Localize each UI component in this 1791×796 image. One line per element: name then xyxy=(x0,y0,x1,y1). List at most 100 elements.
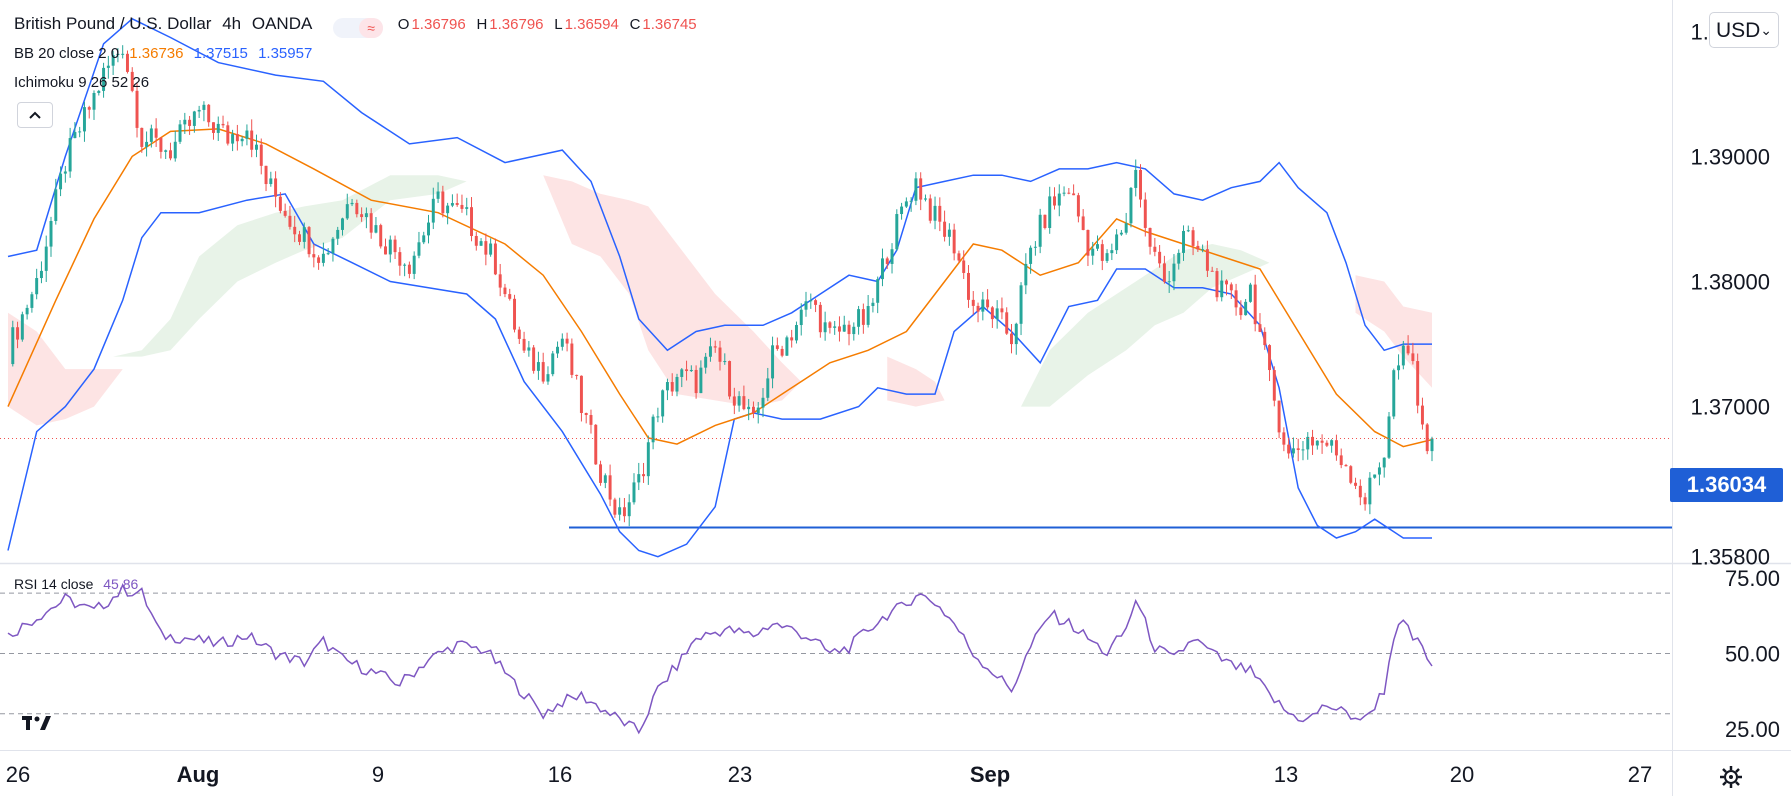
candle-body xyxy=(871,302,875,307)
candle-body xyxy=(556,346,560,354)
ichimoku-cloud-bearish xyxy=(8,312,123,426)
candle-body xyxy=(1277,400,1281,433)
candle-body xyxy=(403,264,407,266)
indicator-toggle[interactable]: ≈ xyxy=(333,18,384,38)
high-value: 1.36796 xyxy=(489,16,544,33)
candle-body xyxy=(92,92,96,110)
rsi-line xyxy=(7,582,1433,735)
bb-legend[interactable]: BB 20 close 2 0 1.36736 1.37515 1.35957 xyxy=(14,45,318,62)
chevron-down-icon: ⌄ xyxy=(1760,22,1773,38)
candle-body xyxy=(857,309,861,327)
interval-label[interactable]: 4h xyxy=(222,14,242,33)
candle-body xyxy=(417,242,421,256)
candle-body xyxy=(1076,195,1080,217)
candle-body xyxy=(221,123,225,126)
symbol-legend: British Pound / U.S. Dollar 4h OANDA ≈ O… xyxy=(14,14,703,38)
candle-body xyxy=(804,301,808,310)
candle-body xyxy=(202,104,206,110)
candle-body xyxy=(1363,497,1367,505)
candle-body xyxy=(63,171,67,174)
candle-body xyxy=(1000,308,1004,313)
tradingview-logo[interactable] xyxy=(20,710,56,734)
candle-body xyxy=(1048,196,1052,228)
candle-body xyxy=(68,138,72,172)
candle-body xyxy=(455,203,459,205)
currency-button[interactable]: USD⌄ xyxy=(1709,12,1779,48)
candle-body xyxy=(880,258,884,280)
candle-body xyxy=(1110,250,1114,254)
candle-body xyxy=(1115,234,1119,251)
price-tick-label: 1.35800 xyxy=(1690,545,1770,570)
time-tick-label: 23 xyxy=(728,762,752,787)
candle-body xyxy=(541,362,545,382)
candle-body xyxy=(1134,169,1138,188)
candle-body xyxy=(489,243,493,255)
candle-body xyxy=(245,130,249,139)
candle-body xyxy=(211,122,215,133)
candle-body xyxy=(450,203,454,206)
candle-body xyxy=(1105,253,1109,261)
candle-body xyxy=(1201,249,1205,251)
candle-body xyxy=(1253,284,1257,325)
candle-body xyxy=(326,253,330,255)
candle-body xyxy=(1373,474,1377,478)
candle-body xyxy=(1382,457,1386,468)
candle-body xyxy=(527,347,531,351)
candle-body xyxy=(216,123,220,133)
ichimoku-legend[interactable]: Ichimoku 9 26 52 26 xyxy=(14,74,155,91)
low-label: L xyxy=(554,16,563,33)
candle-body xyxy=(341,218,344,230)
candle-body xyxy=(1100,244,1104,261)
ichimoku-cloud-bearish xyxy=(543,175,802,407)
candle-body xyxy=(1401,345,1405,366)
ichimoku-cloud-bearish xyxy=(887,356,945,407)
candle-body xyxy=(1014,323,1018,345)
candle-body xyxy=(627,502,631,517)
candle-body xyxy=(837,326,841,332)
candle-body xyxy=(1306,436,1310,450)
candle-body xyxy=(790,337,794,341)
candle-body xyxy=(751,406,755,414)
candle-body xyxy=(1397,365,1401,371)
rsi-legend[interactable]: RSI 14 close 45.86 xyxy=(14,576,144,592)
collapse-legend-button[interactable] xyxy=(17,102,53,128)
candle-body xyxy=(178,124,182,142)
candle-body xyxy=(1119,232,1123,235)
close-value: 1.36745 xyxy=(642,16,697,33)
candle-body xyxy=(269,178,273,185)
candle-body xyxy=(369,213,373,233)
bb-lower-value: 1.35957 xyxy=(258,45,313,62)
candle-body xyxy=(393,239,397,253)
candle-body xyxy=(1210,270,1214,272)
candle-body xyxy=(1033,246,1037,248)
symbol-title[interactable]: British Pound / U.S. Dollar xyxy=(14,14,212,33)
candle-body xyxy=(1354,482,1358,486)
candle-body xyxy=(833,326,837,328)
candle-body xyxy=(761,397,765,408)
candle-body xyxy=(575,374,579,376)
high-label: H xyxy=(476,16,488,33)
settings-button[interactable] xyxy=(1718,764,1744,790)
candle-body xyxy=(708,346,712,357)
candle-body xyxy=(1287,444,1291,454)
candle-body xyxy=(255,144,258,150)
candle-body xyxy=(1268,345,1272,371)
candle-body xyxy=(900,206,904,215)
candle-body xyxy=(1411,353,1415,362)
candle-body xyxy=(288,215,292,227)
time-tick-label: 26 xyxy=(6,762,30,787)
candle-body xyxy=(675,376,679,392)
candle-body xyxy=(976,305,980,312)
ichimoku-cloud-bullish xyxy=(113,175,467,357)
candle-body xyxy=(603,475,607,483)
candle-body xyxy=(957,253,961,261)
candle-body xyxy=(560,338,564,347)
time-tick-label: 9 xyxy=(372,762,384,787)
candle-body xyxy=(1057,193,1061,206)
broker-label: OANDA xyxy=(251,14,313,33)
candle-body xyxy=(226,125,230,144)
candle-body xyxy=(20,314,24,340)
tradingview-logo-icon xyxy=(22,716,51,730)
bb-upper-value: 1.37515 xyxy=(193,45,248,62)
